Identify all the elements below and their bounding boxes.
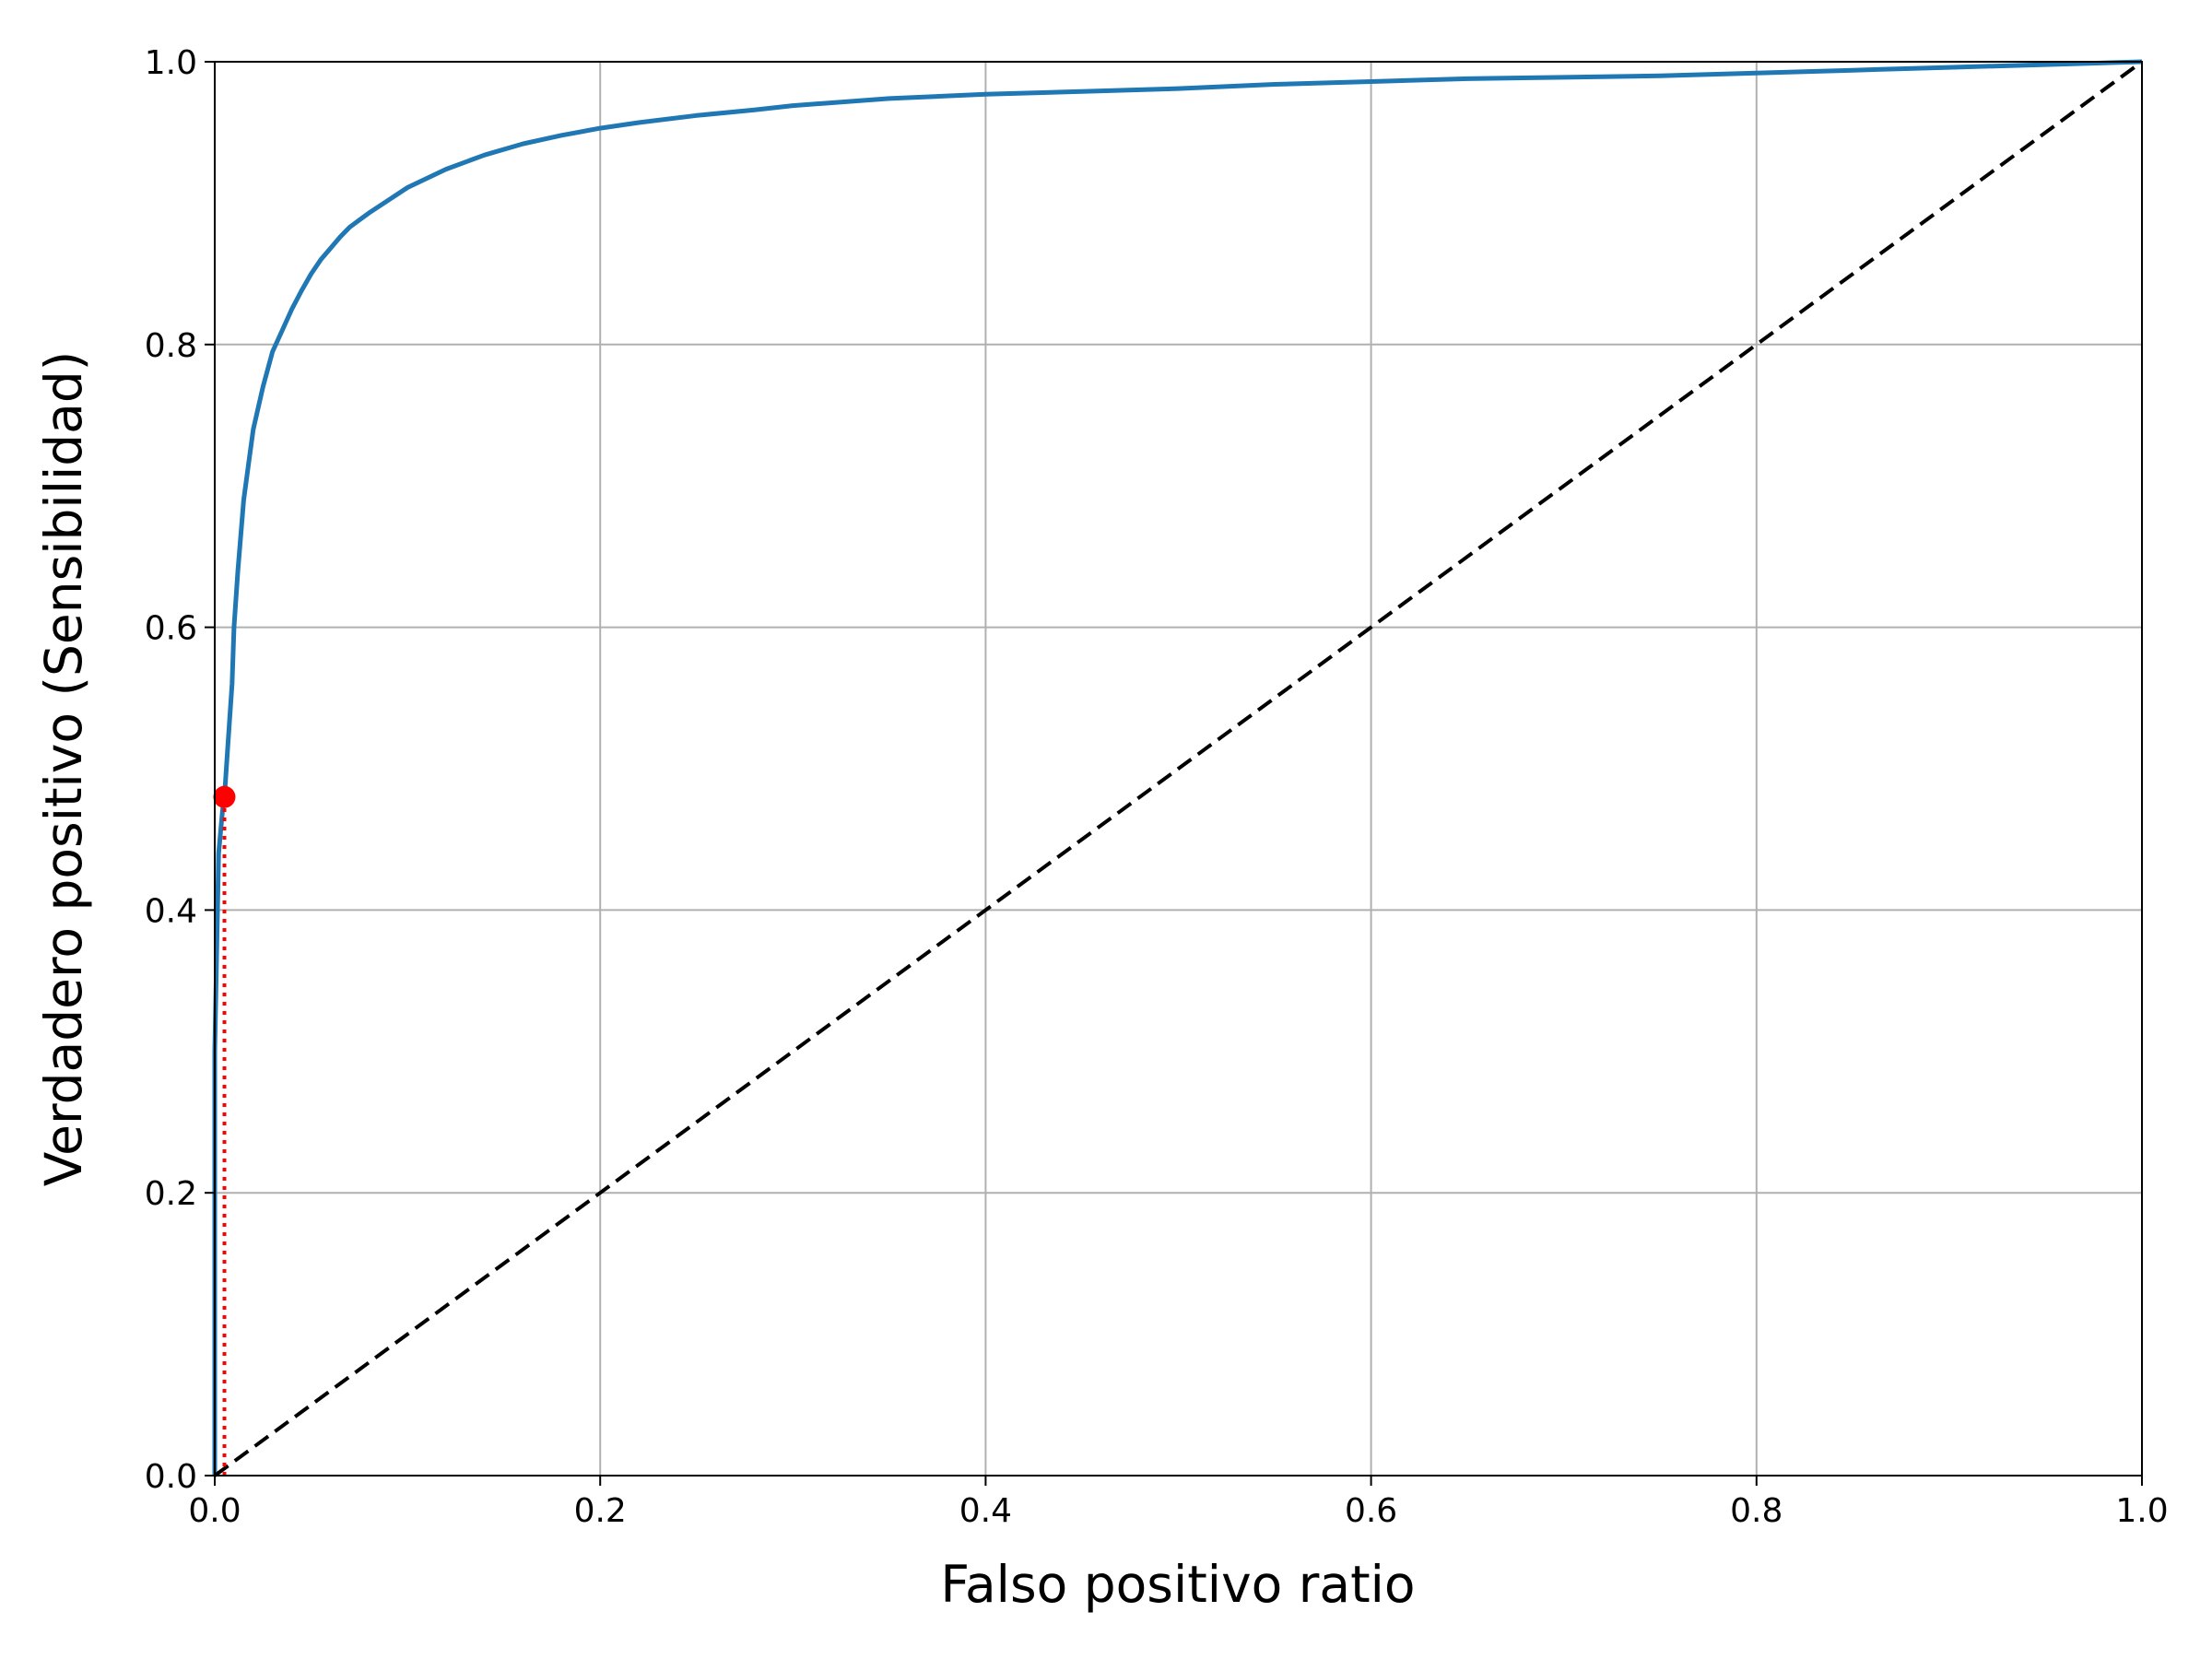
y-tick-label: 1.0 — [145, 44, 197, 82]
x-tick-label: 0.2 — [574, 1492, 627, 1530]
x-tick-label: 0.8 — [1730, 1492, 1783, 1530]
x-tick-label: 0.4 — [959, 1492, 1012, 1530]
x-tick-label: 0.6 — [1345, 1492, 1397, 1530]
axes-frame — [214, 61, 2143, 1477]
point-marker-0 — [213, 785, 236, 808]
y-tick-label: 0.2 — [145, 1175, 197, 1213]
y-tick-label: 0.6 — [145, 610, 197, 648]
series-line-1-dashed — [213, 60, 2144, 1477]
grid — [214, 61, 2143, 1477]
markers — [213, 785, 236, 808]
y-tick-label: 0.4 — [145, 892, 197, 930]
plot-area — [212, 59, 2144, 1477]
series-line-0-solid — [212, 59, 2143, 1476]
x-axis-label: Falso positivo ratio — [940, 1555, 1415, 1614]
ticks: 0.0 0.2 0.4 0.6 0.8 1.0 0.0 0.2 0.4 0.6 0.8 1.0 — [145, 44, 2169, 1530]
x-tick-label: 1.0 — [2115, 1492, 2168, 1530]
y-axis-label: Verdadero positivo (Sensibilidad) — [34, 351, 93, 1187]
y-tick-label: 0.0 — [145, 1458, 197, 1496]
y-tick-label: 0.8 — [145, 327, 197, 365]
x-tick-label: 0.0 — [188, 1492, 241, 1530]
